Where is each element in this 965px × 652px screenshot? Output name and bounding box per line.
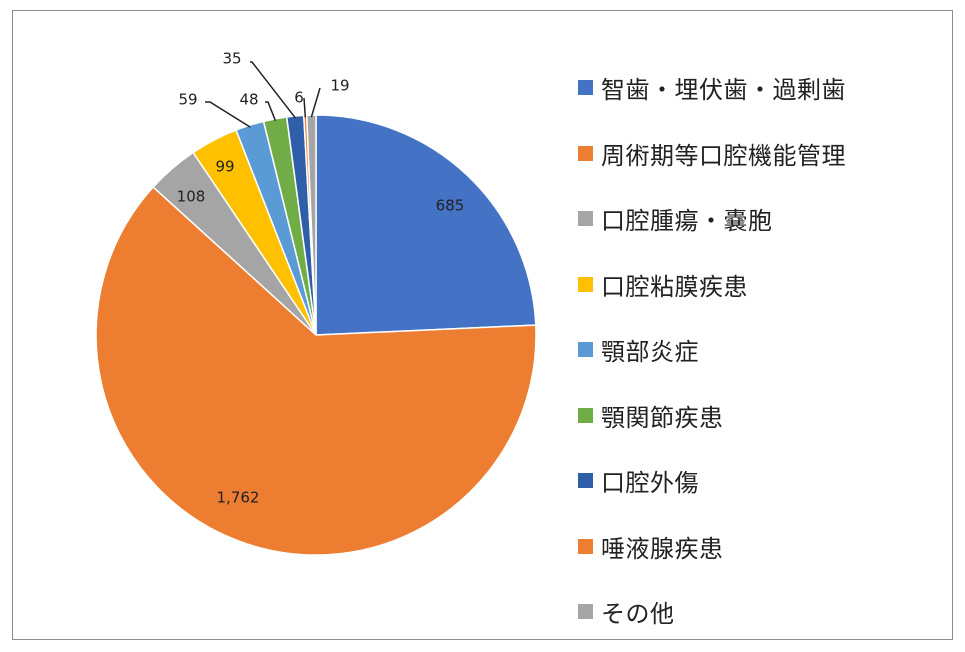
legend-item-2: 口腔腫瘍・嚢胞 [578, 186, 908, 252]
legend-swatch-4 [578, 342, 593, 358]
leader-line-7 [303, 97, 307, 118]
legend-label-1: 周術期等口腔機能管理 [601, 141, 846, 170]
data-label-0: 685 [436, 197, 465, 215]
data-label-4: 59 [178, 91, 197, 109]
legend-label-5: 顎関節疾患 [601, 403, 724, 432]
data-label-3: 99 [215, 158, 234, 176]
legend-label-4: 顎部炎症 [601, 338, 699, 367]
legend-swatch-8 [578, 604, 593, 620]
legend-item-7: 唾液腺疾患 [578, 514, 908, 580]
pie-slice-1 [95, 185, 537, 556]
legend-label-3: 口腔粘膜疾患 [601, 272, 748, 301]
legend-swatch-6 [578, 473, 593, 489]
legend-label-6: 口腔外傷 [601, 469, 699, 498]
data-label-8: 19 [330, 77, 349, 95]
legend-label-7: 唾液腺疾患 [601, 534, 724, 563]
legend-swatch-7 [578, 538, 593, 554]
data-label-6: 35 [222, 50, 241, 68]
leader-line-4 [205, 101, 251, 128]
legend-item-8: その他 [578, 579, 908, 645]
pie-slice-0 [315, 114, 537, 336]
legend-item-1: 周術期等口腔機能管理 [578, 121, 908, 187]
legend-item-6: 口腔外傷 [578, 448, 908, 514]
leader-line-6 [250, 61, 296, 119]
legend-item-5: 顎関節疾患 [578, 383, 908, 449]
legend-item-4: 顎部炎症 [578, 317, 908, 383]
legend-label-8: その他 [601, 600, 675, 629]
data-label-1: 1,762 [217, 489, 260, 507]
legend-item-0: 智歯・埋伏歯・過剰歯 [578, 55, 908, 121]
data-label-5: 48 [239, 91, 258, 109]
legend-swatch-0 [578, 80, 593, 96]
legend-swatch-5 [578, 407, 593, 423]
data-label-2: 108 [177, 188, 206, 206]
legend-label-0: 智歯・埋伏歯・過剰歯 [601, 76, 846, 105]
legend-swatch-3 [578, 276, 593, 292]
data-label-7: 6 [294, 89, 304, 107]
legend-swatch-2 [578, 211, 593, 227]
legend-item-3: 口腔粘膜疾患 [578, 252, 908, 318]
chart-legend: 智歯・埋伏歯・過剰歯 周術期等口腔機能管理 口腔腫瘍・嚢胞 口腔粘膜疾患 顎部炎症顎関節… [578, 55, 908, 645]
legend-swatch-1 [578, 145, 593, 161]
leader-line-5 [265, 101, 277, 122]
legend-label-2: 口腔腫瘍・嚢胞 [601, 207, 773, 236]
leader-line-8 [310, 87, 321, 118]
